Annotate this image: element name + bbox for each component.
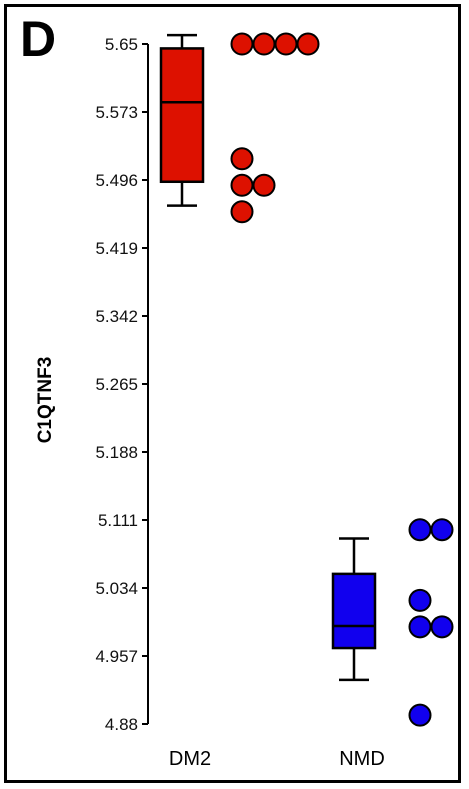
point-layer — [230, 32, 454, 727]
y-tick-label: 5.65 — [105, 35, 138, 54]
category-labels: DM2 NMD — [169, 748, 385, 770]
data-point — [230, 200, 254, 224]
y-tick-label: 4.88 — [105, 715, 138, 734]
data-point — [408, 588, 432, 612]
y-tick-label: 5.188 — [95, 443, 138, 462]
data-point — [230, 32, 254, 56]
y-tick-label: 5.034 — [95, 579, 138, 598]
data-point — [252, 32, 276, 56]
box — [331, 572, 377, 650]
data-point — [230, 173, 254, 197]
data-point — [274, 32, 298, 56]
y-tick-label: 5.265 — [95, 375, 138, 394]
box — [159, 47, 205, 184]
data-point — [430, 615, 454, 639]
box-layer — [159, 33, 377, 682]
data-point — [408, 615, 432, 639]
data-point — [296, 32, 320, 56]
data-point — [430, 518, 454, 542]
y-tick-label: 5.573 — [95, 103, 138, 122]
y-tick-label: 5.111 — [98, 511, 138, 530]
x-category-label: NMD — [339, 748, 385, 770]
panel-label: D — [20, 11, 57, 67]
data-point — [408, 703, 432, 727]
y-tick-label: 5.419 — [95, 239, 138, 258]
figure-frame — [4, 4, 461, 783]
x-category-label: DM2 — [169, 748, 211, 770]
data-point — [252, 173, 276, 197]
data-point — [408, 518, 432, 542]
data-point — [230, 147, 254, 171]
y-tick-label: 5.496 — [95, 171, 138, 190]
y-tick-label: 4.957 — [95, 647, 138, 666]
y-tick-label: 5.342 — [95, 307, 138, 326]
y-axis: 5.65 5.573 5.496 5.419 5.342 5.265 5.188 5.111 5… — [95, 35, 149, 734]
